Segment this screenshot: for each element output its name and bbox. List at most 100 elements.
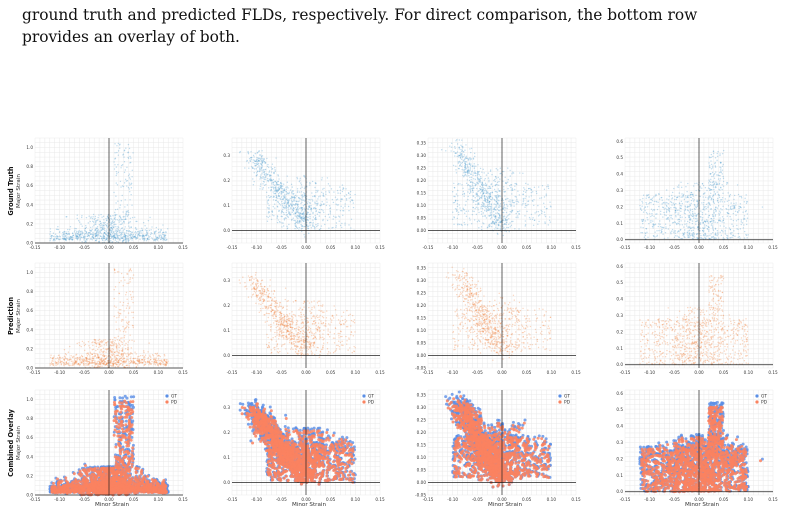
scatter-point: [703, 199, 705, 201]
scatter-point: [113, 218, 115, 220]
scatter-point: [62, 238, 65, 241]
scatter-point: [116, 229, 118, 232]
scatter-point: [161, 237, 163, 239]
scatter-point: [94, 342, 97, 344]
scatter-point: [275, 190, 277, 192]
scatter-point: [499, 221, 502, 224]
scatter-point: [524, 188, 526, 191]
scatter-point: [302, 214, 305, 216]
scatter-point: [327, 334, 330, 336]
scatter-point: [263, 173, 266, 175]
scatter-point: [300, 221, 302, 223]
scatter-point: [266, 157, 268, 160]
scatter-point: [328, 191, 331, 194]
scatter-point: [127, 352, 129, 354]
scatter-point: [115, 237, 117, 240]
scatter-point: [118, 328, 120, 330]
scatter-point: [115, 363, 117, 365]
scatter-point: [56, 361, 58, 364]
scatter-point: [84, 230, 87, 232]
scatter-point: [289, 203, 292, 205]
scatter-point: [708, 229, 710, 231]
scatter-point: [472, 206, 474, 209]
scatter-point: [345, 197, 348, 200]
scatter-point: [296, 203, 298, 205]
scatter-point: [293, 213, 295, 215]
scatter-point: [51, 360, 53, 362]
scatter-point: [258, 154, 261, 156]
scatter-point: [95, 363, 97, 365]
scatter-point: [477, 209, 479, 211]
scatter-point: [144, 234, 147, 236]
scatter-point: [123, 329, 126, 331]
scatter-point: [459, 152, 461, 154]
scatter-point: [268, 171, 270, 173]
scatter-point: [282, 198, 284, 201]
scatter-point: [662, 226, 664, 229]
scatter-point: [321, 179, 323, 181]
y-tick-label: 0.6: [26, 308, 33, 313]
scatter-point: [288, 213, 291, 216]
scatter-point: [122, 154, 124, 156]
x-tick-label: -0.05: [79, 245, 90, 250]
scatter-point: [719, 210, 721, 212]
scatter-point: [64, 237, 67, 240]
scatter-point: [274, 303, 276, 305]
scatter-point: [59, 359, 61, 361]
scatter-point: [453, 195, 455, 198]
scatter-point: [702, 231, 705, 233]
scatter-point: [499, 216, 502, 218]
scatter-point: [521, 204, 523, 206]
scatter-point: [272, 182, 275, 184]
scatter-point: [693, 208, 696, 210]
scatter-point: [485, 205, 488, 208]
scatter-point: [455, 199, 457, 201]
scatter-point: [129, 184, 131, 186]
scatter-point: [122, 229, 124, 231]
scatter-point: [252, 178, 254, 180]
scatter-point: [95, 234, 98, 236]
scatter-point: [255, 174, 258, 177]
scatter-point: [239, 150, 242, 153]
scatter-point: [141, 361, 143, 364]
scatter-point: [505, 216, 508, 218]
scatter-point: [121, 350, 124, 353]
scatter-point: [274, 169, 276, 171]
scatter-point: [64, 235, 67, 237]
scatter-point: [139, 231, 141, 234]
scatter-point: [708, 230, 710, 232]
scatter-point: [498, 212, 500, 215]
scatter-point: [85, 364, 87, 366]
scatter-point: [157, 355, 160, 357]
scatter-point: [287, 206, 290, 208]
scatter-point: [284, 194, 286, 197]
scatter-point: [471, 187, 474, 190]
scatter-point: [103, 237, 105, 240]
scatter-point: [308, 202, 311, 204]
scatter-point: [651, 212, 653, 215]
scatter-point: [487, 203, 489, 206]
scatter-point: [279, 184, 282, 187]
scatter-point: [92, 216, 94, 218]
scatter-point: [710, 163, 713, 166]
scatter-point: [735, 204, 737, 206]
scatter-point: [261, 155, 264, 157]
scatter-point: [496, 191, 498, 193]
scatter-point: [271, 183, 273, 185]
scatter-point: [127, 235, 129, 237]
scatter-point: [498, 217, 500, 220]
scatter-point: [128, 177, 131, 179]
scatter-point: [348, 337, 350, 339]
scatter-point: [105, 363, 108, 366]
scatter-point: [156, 237, 158, 239]
scatter-point: [58, 358, 60, 361]
scatter-point: [522, 200, 525, 203]
scatter-point: [493, 207, 495, 209]
scatter-point: [123, 216, 125, 218]
scatter-point: [165, 231, 167, 233]
scatter-point: [467, 168, 470, 171]
scatter-point: [102, 359, 104, 361]
scatter-point: [157, 358, 160, 360]
scatter-point: [295, 200, 298, 203]
scatter-point: [306, 218, 309, 221]
